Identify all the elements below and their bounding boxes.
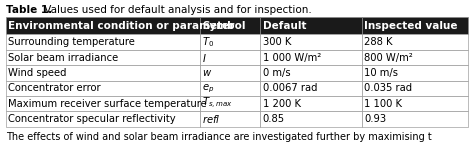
Text: 300 K: 300 K	[263, 37, 291, 47]
Text: Surrounding temperature: Surrounding temperature	[8, 37, 135, 47]
Text: Wind speed: Wind speed	[8, 68, 66, 78]
Text: $e_p$: $e_p$	[202, 82, 215, 95]
Text: $w$: $w$	[202, 68, 212, 78]
Bar	[260, 111, 362, 127]
Text: Concentrator specular reflectivity: Concentrator specular reflectivity	[8, 114, 176, 124]
Text: 0.85: 0.85	[263, 114, 284, 124]
Bar	[362, 111, 468, 127]
Bar	[6, 111, 200, 127]
Bar	[6, 50, 200, 65]
Bar	[362, 96, 468, 111]
Bar	[6, 34, 200, 50]
Bar	[362, 34, 468, 50]
Text: 1 200 K: 1 200 K	[263, 99, 301, 109]
Text: 0.0067 rad: 0.0067 rad	[263, 83, 317, 93]
Bar	[6, 65, 200, 81]
Text: Symbol: Symbol	[202, 21, 246, 31]
Text: $refl$: $refl$	[202, 113, 221, 125]
Bar	[260, 34, 362, 50]
Bar	[260, 96, 362, 111]
Text: $T_{s,max}$: $T_{s,max}$	[202, 96, 233, 111]
Bar	[362, 65, 468, 81]
Text: Solar beam irradiance: Solar beam irradiance	[8, 53, 118, 63]
Text: The effects of wind and solar beam irradiance are investigated further by maximi: The effects of wind and solar beam irrad…	[6, 132, 431, 142]
Text: Values used for default analysis and for inspection.: Values used for default analysis and for…	[41, 5, 312, 15]
Bar	[260, 65, 362, 81]
Text: Table 1.: Table 1.	[6, 5, 52, 15]
Bar	[6, 96, 200, 111]
Text: 288 K: 288 K	[365, 37, 393, 47]
Text: 1 000 W/m²: 1 000 W/m²	[263, 53, 321, 63]
Text: Default: Default	[263, 21, 306, 31]
Bar	[200, 111, 260, 127]
Bar	[260, 17, 362, 34]
Bar	[200, 96, 260, 111]
Bar	[6, 17, 200, 34]
Bar	[6, 81, 200, 96]
Text: 1 100 K: 1 100 K	[365, 99, 402, 109]
Bar	[260, 81, 362, 96]
Text: Maximum receiver surface temperature: Maximum receiver surface temperature	[8, 99, 207, 109]
Text: $I$: $I$	[202, 52, 207, 64]
Text: 0.93: 0.93	[365, 114, 386, 124]
Text: Concentrator error: Concentrator error	[8, 83, 100, 93]
Text: 800 W/m²: 800 W/m²	[365, 53, 413, 63]
Text: Environmental condition or parameter: Environmental condition or parameter	[8, 21, 235, 31]
Bar	[200, 17, 260, 34]
Bar	[362, 81, 468, 96]
Text: Inspected value: Inspected value	[365, 21, 458, 31]
Bar	[260, 50, 362, 65]
Bar	[200, 50, 260, 65]
Bar	[200, 81, 260, 96]
Bar	[200, 34, 260, 50]
Text: 0 m/s: 0 m/s	[263, 68, 290, 78]
Bar	[362, 17, 468, 34]
Text: 10 m/s: 10 m/s	[365, 68, 398, 78]
Text: $T_0$: $T_0$	[202, 35, 214, 49]
Bar	[362, 50, 468, 65]
Text: 0.035 rad: 0.035 rad	[365, 83, 412, 93]
Bar	[200, 65, 260, 81]
